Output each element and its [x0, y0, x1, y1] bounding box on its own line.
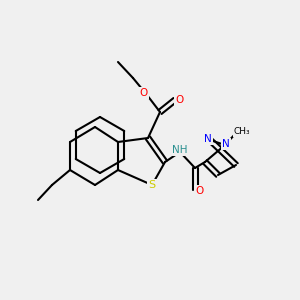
Text: CH₃: CH₃	[234, 128, 250, 136]
Text: N: N	[204, 134, 212, 144]
Text: O: O	[140, 88, 148, 98]
Text: N: N	[222, 139, 230, 149]
Text: O: O	[175, 95, 183, 105]
Text: S: S	[148, 180, 156, 190]
Text: NH: NH	[172, 145, 188, 155]
Text: O: O	[195, 186, 203, 196]
